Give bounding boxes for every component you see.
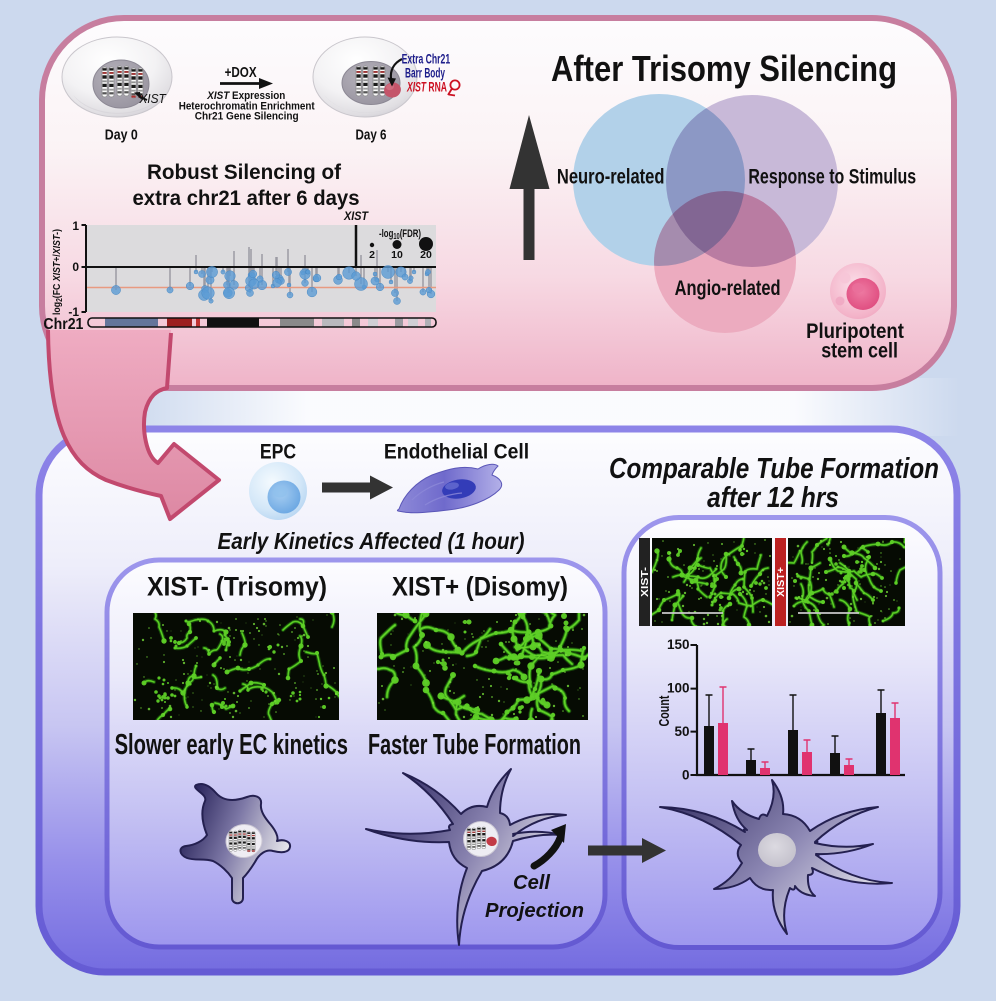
svg-text:after 12 hrs: after 12 hrs — [707, 482, 839, 514]
svg-text:1: 1 — [72, 219, 79, 233]
svg-text:Early Kinetics Affected (1 hou: Early Kinetics Affected (1 hour) — [218, 528, 525, 554]
svg-text:Cell: Cell — [513, 872, 550, 894]
svg-text:Heterochromatin Enrichment: Heterochromatin Enrichment — [179, 100, 315, 112]
svg-text:XIST RNA: XIST RNA — [406, 78, 447, 94]
svg-text:log2(FC XIST+/XIST-): log2(FC XIST+/XIST-) — [51, 229, 64, 315]
svg-text:Response to Stimulus: Response to Stimulus — [748, 166, 916, 189]
svg-text:0: 0 — [682, 768, 690, 783]
svg-text:100: 100 — [667, 681, 690, 696]
svg-text:XIST-: XIST- — [640, 567, 651, 597]
svg-text:2: 2 — [369, 249, 375, 261]
svg-text:extra chr21 after 6 days: extra chr21 after 6 days — [133, 187, 360, 210]
svg-text:50: 50 — [674, 724, 689, 739]
svg-text:XIST Expression: XIST Expression — [206, 90, 285, 102]
svg-text:XIST+ (Disomy): XIST+ (Disomy) — [392, 572, 568, 602]
svg-text:+DOX: +DOX — [225, 64, 257, 81]
svg-text:XIST: XIST — [343, 211, 369, 223]
svg-text:Pluripotent: Pluripotent — [806, 320, 904, 343]
svg-text:XIST: XIST — [138, 91, 166, 106]
svg-text:Slower early EC kinetics: Slower early EC kinetics — [115, 729, 348, 761]
svg-text:150: 150 — [667, 637, 690, 652]
svg-text:stem cell: stem cell — [821, 339, 898, 362]
svg-text:Barr Body: Barr Body — [405, 65, 445, 81]
svg-text:10: 10 — [391, 249, 403, 261]
svg-text:Chr21: Chr21 — [43, 316, 83, 333]
svg-text:20: 20 — [420, 249, 432, 261]
svg-text:Comparable Tube Formation: Comparable Tube Formation — [609, 453, 939, 485]
svg-text:Robust Silencing of: Robust Silencing of — [147, 161, 342, 184]
svg-text:After Trisomy Silencing: After Trisomy Silencing — [551, 48, 897, 89]
svg-text:Endothelial Cell: Endothelial Cell — [384, 439, 529, 463]
svg-text:Neuro-related: Neuro-related — [557, 166, 665, 189]
svg-text:Chr21 Gene Silencing: Chr21 Gene Silencing — [195, 111, 299, 123]
svg-text:Count: Count — [657, 695, 673, 726]
svg-text:Day 0: Day 0 — [105, 127, 138, 144]
svg-text:Projection: Projection — [485, 900, 584, 922]
svg-text:Angio-related: Angio-related — [675, 277, 781, 300]
svg-text:EPC: EPC — [260, 439, 296, 463]
svg-text:-log10(FDR): -log10(FDR) — [379, 228, 421, 241]
svg-text:-1: -1 — [68, 305, 79, 319]
svg-text:XIST- (Trisomy): XIST- (Trisomy) — [147, 572, 327, 602]
svg-text:Extra Chr21: Extra Chr21 — [402, 51, 451, 67]
svg-text:Day 6: Day 6 — [356, 127, 387, 144]
svg-text:0: 0 — [72, 260, 79, 274]
svg-text:XIST+: XIST+ — [776, 567, 787, 597]
svg-text:Faster Tube Formation: Faster Tube Formation — [368, 729, 581, 761]
